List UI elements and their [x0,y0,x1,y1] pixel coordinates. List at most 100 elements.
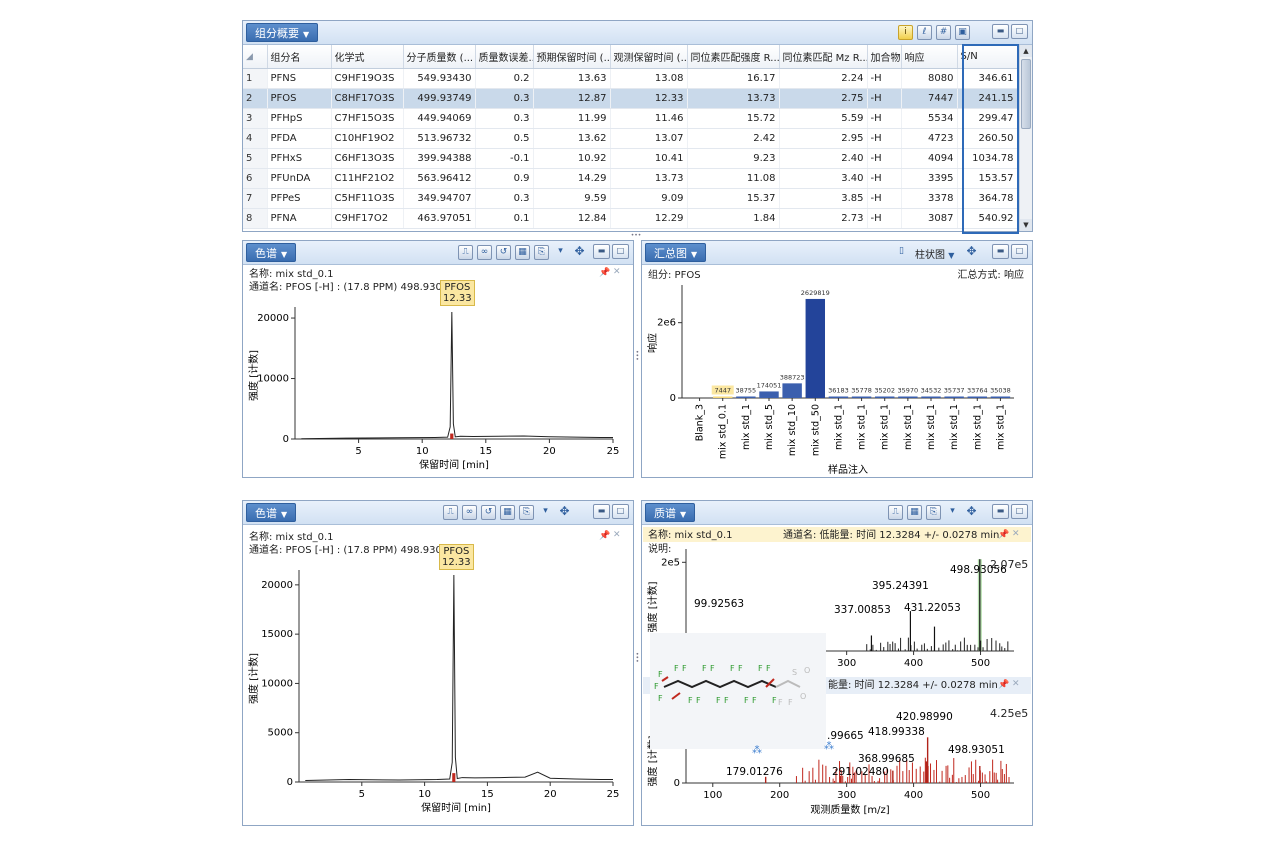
column-header[interactable]: 响应 [901,45,958,69]
y-tick-label: 15000 [261,629,293,640]
vertical-splitter[interactable]: ••• [633,652,640,663]
high-y-tick-label: 0 [674,778,680,789]
svg-text:F: F [788,698,793,707]
table-row[interactable]: 1 PFNS C9HF19O3S 549.93430 0.2 13.63 13.08 16.1… [243,68,1018,89]
summary-bar-chart[interactable]: 0 2e6 Blank_3 7447 mix std_0.1 38755 mix std_1… [642,265,1032,477]
table-row[interactable]: 5 PFHxS C6HF13O3S 399.94388 -0.1 10.92 10.41 9.… [243,148,1018,169]
x-tick-label: mix std_0.1 [718,404,729,459]
x-axis-label: 保留时间 [min] [419,458,489,471]
chrom-bottom-title-button[interactable]: 色谱 ▼ [246,503,297,522]
horizontal-splitter[interactable]: ••• [630,232,642,239]
peak-icon[interactable]: ⎍ [458,245,473,260]
summary-title-button[interactable]: 组分概要 ▼ [246,23,319,42]
cell-obs_rt: 12.29 [610,208,688,229]
table-row[interactable]: 3 PFHpS C7HF15O3S 449.94069 0.3 11.99 11.46 15.… [243,108,1018,129]
table-row[interactable]: 8 PFNA C9HF17O2 463.97051 0.1 12.84 12.29 1.84 2… [243,208,1018,229]
scroll-thumb[interactable] [1021,59,1031,129]
pin-icon[interactable]: 📌 [998,530,1010,540]
hash-icon[interactable]: # [936,25,951,40]
close-icon[interactable]: ✕ [613,267,621,277]
peak-mass-label: .99665 [827,730,864,742]
column-header[interactable]: 同位素匹配 Mz R... [779,45,868,69]
maximize-icon[interactable]: □ [1011,504,1028,519]
minimize-icon[interactable]: ▬ [992,24,1009,39]
svg-text:F: F [710,664,715,673]
column-header[interactable]: 组分名 [267,45,332,69]
pin-icon[interactable]: 📌 [599,268,611,278]
link-icon[interactable]: ∞ [477,245,492,260]
cell-iso_int: 16.17 [687,68,780,89]
chart-type-dropdown[interactable]: 柱状图 ▼ [915,246,954,261]
svg-text:F: F [674,664,679,673]
mass-title-button[interactable]: 质谱 ▼ [645,503,696,522]
minimize-icon[interactable]: ▬ [992,244,1009,259]
close-icon[interactable]: ✕ [1012,529,1020,539]
maximize-icon[interactable]: □ [612,504,629,519]
svg-text:F: F [682,664,687,673]
bar-data-label: 38755 [736,387,757,395]
cell-name: PFHxS [267,148,332,169]
table-icon[interactable]: ▦ [907,505,922,520]
document-icon[interactable]: ▯ [899,246,904,256]
copy-icon[interactable]: ⎘ [926,505,941,520]
pin-icon[interactable]: 📌 [998,680,1010,690]
minimize-icon[interactable]: ▬ [593,244,610,259]
column-header[interactable]: S/N [957,45,1018,69]
info-icon[interactable]: i [898,25,913,40]
chevron-down-icon[interactable]: ▾ [558,246,563,256]
close-icon[interactable]: ✕ [613,530,621,540]
minimize-icon[interactable]: ▬ [593,504,610,519]
link-icon[interactable]: ∞ [462,505,477,520]
column-header[interactable]: 预期保留时间 (... [533,45,611,69]
column-header[interactable]: 加合物 [867,45,902,69]
chromatogram-chart-top[interactable]: 5 10 15 20 25 0 10000 20000 保留时间 [min] 强度 [计数] [243,265,633,477]
move-icon[interactable]: ✥ [966,504,977,518]
peak-icon[interactable]: ⎍ [443,505,458,520]
scroll-down-icon[interactable]: ▼ [1020,219,1032,231]
scroll-up-icon[interactable]: ▲ [1020,45,1032,57]
peak-mass-label: 420.98990 [896,711,953,723]
undo-zoom-icon[interactable]: ↺ [481,505,496,520]
maximize-icon[interactable]: □ [1011,24,1028,39]
table-row[interactable]: 2 PFOS C8HF17O3S 499.93749 0.3 12.87 12.33 13.7… [243,88,1018,109]
chrom-top-title-button[interactable]: 色谱 ▼ [246,243,297,262]
copy-icon[interactable]: ⎘ [534,245,549,260]
column-header[interactable]: 化学式 [331,45,404,69]
mass-spectrum-chart[interactable]: 2e5 99.92563 337.00853 395.24391 431.22053 49… [642,525,1032,825]
table-row[interactable]: 4 PFDA C10HF19O2 513.96732 0.5 13.62 13.07 2.42… [243,128,1018,149]
chromatogram-chart-bottom[interactable]: 5 10 15 20 25 0 5000 10000 15000 20000 保留时间 [min] 强… [243,525,633,825]
undo-zoom-icon[interactable]: ↺ [496,245,511,260]
table-row[interactable]: 6 PFUnDA C11HF21O2 563.96412 0.9 14.29 13.73 11… [243,168,1018,189]
cell-sn: 299.47 [957,108,1018,129]
summary-chart-title-button[interactable]: 汇总图 ▼ [645,243,707,262]
table-row[interactable]: 7 PFPeS C5HF11O3S 349.94707 0.3 9.59 9.09 15.37… [243,188,1018,209]
cell-sn: 364.78 [957,188,1018,209]
formula-icon[interactable]: ℓ [917,25,932,40]
column-header[interactable]: 分子质量数 (... [403,45,476,69]
column-header[interactable]: 观测保留时间 (... [610,45,688,69]
channel-name: 通道名: PFOS [-H] : (17.8 PPM) 498.9306 [249,282,449,293]
close-icon[interactable]: ✕ [1012,679,1020,689]
table-icon[interactable]: ▦ [500,505,515,520]
chevron-down-icon[interactable]: ▾ [543,506,548,516]
bar-data-label: 34532 [921,387,942,395]
column-header[interactable]: 同位素匹配强度 R... [687,45,780,69]
minimize-icon[interactable]: ▬ [992,504,1009,519]
vertical-splitter[interactable]: ••• [633,350,640,361]
table-scrollbar[interactable]: ▲ ▼ [1019,45,1032,231]
peak-icon[interactable]: ⎍ [888,505,903,520]
column-header[interactable]: 质量数误差... [475,45,534,69]
move-icon[interactable]: ✥ [559,504,570,518]
pin-icon[interactable]: 📌 [599,531,611,541]
copy-icon[interactable]: ⎘ [519,505,534,520]
chevron-down-icon[interactable]: ▾ [950,506,955,516]
corner-cell[interactable]: ◢ [243,45,268,69]
export-icon[interactable]: ▣ [955,25,970,40]
move-icon[interactable]: ✥ [966,244,977,258]
maximize-icon[interactable]: □ [612,244,629,259]
cell-formula: C5HF11O3S [331,188,404,209]
table-icon[interactable]: ▦ [515,245,530,260]
maximize-icon[interactable]: □ [1011,244,1028,259]
cell-iso_int: 15.72 [687,108,780,129]
move-icon[interactable]: ✥ [574,244,585,258]
